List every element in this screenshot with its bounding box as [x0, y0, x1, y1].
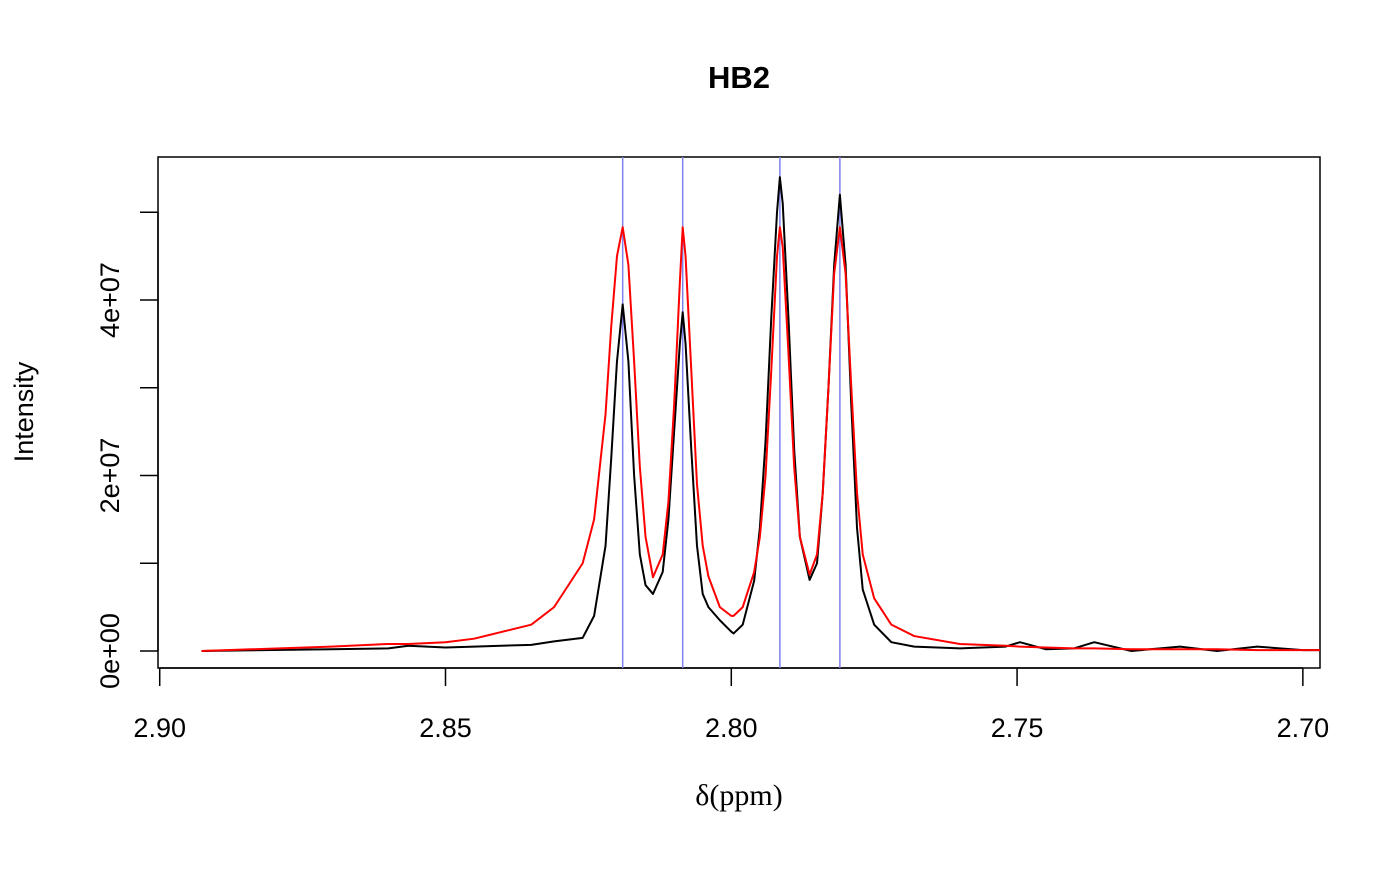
x-axis-label: δ(ppm)	[695, 779, 782, 812]
x-tick-label: 2.90	[133, 713, 186, 743]
y-tick-label: 2e+07	[95, 438, 125, 514]
spectrum-line	[201, 226, 1320, 652]
x-tick-label: 2.85	[419, 713, 472, 743]
plot-frame	[157, 156, 1321, 669]
x-tick-label: 2.70	[1277, 713, 1330, 743]
x-tick-label: 2.80	[705, 713, 758, 743]
y-axis-label: Intensity	[9, 361, 39, 462]
chart-title: HB2	[708, 60, 770, 95]
x-tick-label: 2.75	[991, 713, 1044, 743]
spectrum-line	[201, 176, 1320, 652]
y-tick-label: 0e+00	[95, 613, 125, 689]
y-tick-label: 4e+07	[95, 262, 125, 338]
